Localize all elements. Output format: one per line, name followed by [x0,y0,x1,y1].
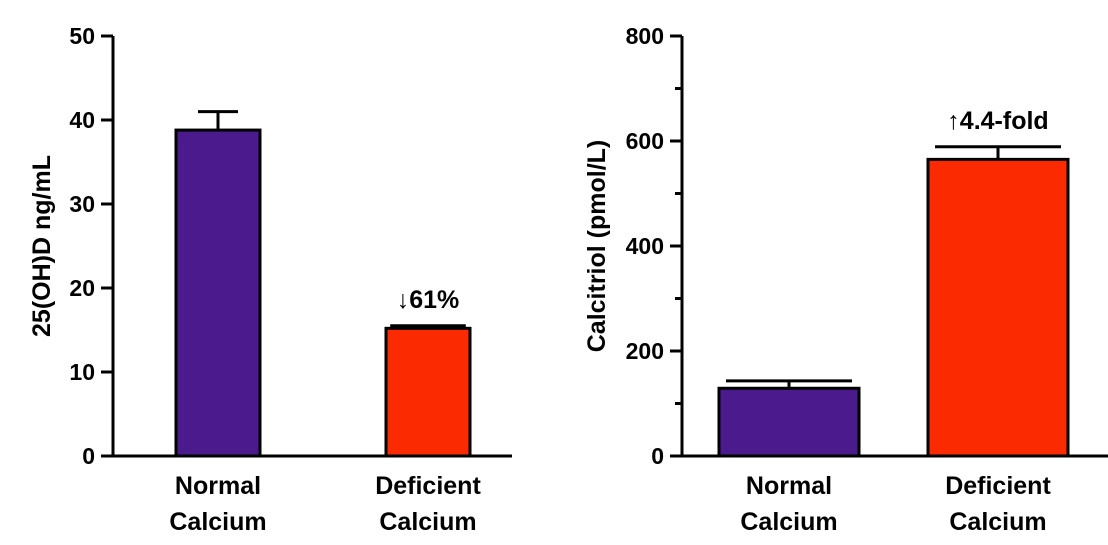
y-tick-label: 600 [626,128,664,154]
bar-deficient-calcium [384,326,472,458]
x-tick-label: Calcium [949,508,1046,536]
calcitriol-chart: 0 200 400 600 800 Calcitriol (pmol/L) Normal Ca… [583,23,1108,536]
x-tick-label: Normal [175,472,261,500]
x-tick-label: Normal [746,472,832,500]
x-tick-label: Deficient [945,472,1051,500]
y-tick-label: 0 [82,443,95,469]
y-tick-label: 800 [626,23,664,49]
bar-deficient-calcium [926,157,1070,458]
y-tick-label: 40 [69,107,95,133]
bar-normal-calcium [174,128,262,458]
change-annotation: ↑4.4-fold [947,107,1048,135]
y-tick-label: 0 [651,443,664,469]
y-tick-label: 10 [69,359,95,385]
y-tick-label: 30 [69,191,95,217]
y-axis-label: 25(OH)D ng/mL [28,155,56,337]
y-tick-label: 20 [69,275,95,301]
change-annotation: ↓61% [397,286,460,314]
x-tick-label: Deficient [375,472,481,500]
vitamin-d-chart: 0 10 20 30 40 50 25(OH)D ng/mL Normal Calcium Def… [28,23,512,536]
x-tick-label: Calcium [740,508,837,536]
x-tick-label: Calcium [169,508,266,536]
y-tick-label: 200 [626,338,664,364]
y-tick-label: 400 [626,233,664,259]
y-tick-label: 50 [69,23,95,49]
bar-normal-calcium [717,386,861,458]
y-axis-label: Calcitriol (pmol/L) [583,140,611,353]
x-tick-label: Calcium [379,508,476,536]
